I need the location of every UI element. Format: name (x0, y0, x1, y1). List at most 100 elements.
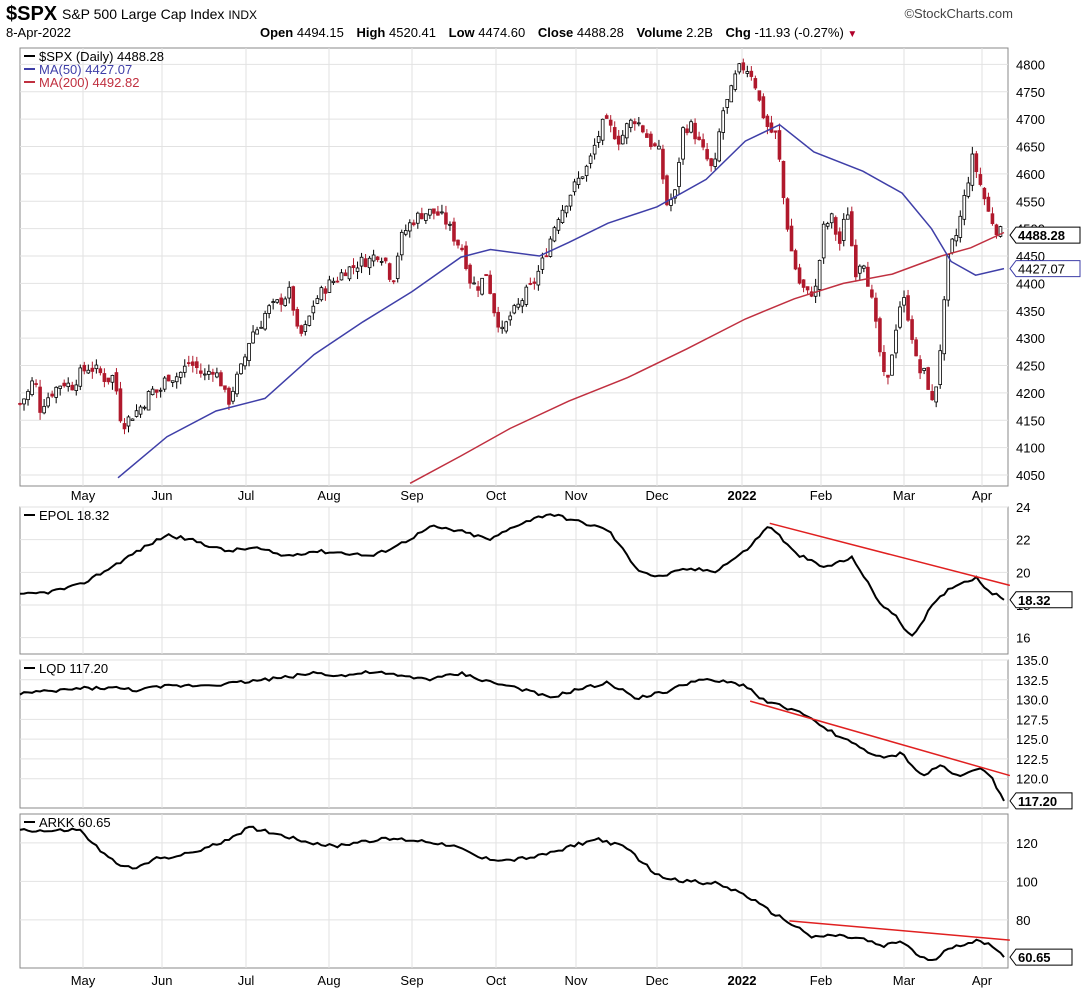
candle-body (440, 211, 444, 214)
y-tick-label: 16 (1016, 631, 1030, 646)
ma200-line (409, 231, 1005, 484)
candle-body (347, 266, 352, 280)
candle-body (721, 110, 726, 133)
candle-body (391, 280, 396, 283)
x-tick-label: Sep (400, 973, 423, 988)
candle-body (886, 374, 890, 378)
candle-body (817, 259, 822, 290)
candle-body (978, 174, 983, 185)
candle-body (524, 286, 529, 305)
candle-body (331, 280, 336, 283)
price-callout-label: 60.65 (1018, 950, 1051, 965)
candle-body (480, 277, 484, 295)
open-value: 4494.15 (296, 25, 344, 40)
y-tick-label: 4350 (1016, 304, 1045, 319)
x-tick-label: Jul (238, 973, 255, 988)
panel-frame (19, 47, 1009, 487)
candle-body (874, 297, 878, 322)
price-line (19, 669, 1005, 802)
candle-body (966, 182, 971, 197)
candle-body (673, 189, 677, 199)
x-tick-label: Aug (317, 973, 340, 988)
candle-body (689, 121, 693, 133)
legend-label: ARKK 60.65 (39, 815, 111, 830)
candle-body (251, 331, 255, 344)
candle-body (38, 386, 42, 413)
candle-body (207, 370, 211, 375)
candle-body (930, 391, 934, 401)
candle-body (295, 309, 300, 327)
candle-body (126, 416, 131, 427)
candle-body (645, 133, 649, 138)
candle-body (395, 255, 400, 279)
candle-body (86, 369, 91, 374)
trendline (749, 700, 1011, 777)
candle-body (777, 130, 782, 160)
price-callout-label: 4427.07 (1018, 262, 1065, 277)
candle-body (203, 373, 207, 376)
candle-body (150, 388, 155, 396)
candle-body (821, 223, 826, 259)
candle-body (801, 279, 806, 288)
x-tick-label: Nov (564, 488, 588, 503)
candle-body (255, 329, 259, 335)
candle-body (367, 257, 372, 269)
candle-body (922, 367, 926, 371)
y-tick-label: 4100 (1016, 441, 1045, 456)
candle-body (432, 208, 436, 214)
candle-body (190, 361, 195, 366)
y-tick-label: 132.5 (1016, 673, 1049, 688)
candle-body (628, 119, 633, 128)
y-tick-label: 135.0 (1016, 653, 1049, 668)
candle-body (556, 219, 561, 231)
candle-body (22, 398, 26, 405)
candle-body (994, 224, 999, 236)
credit: ©StockCharts.com (904, 6, 1013, 21)
candle-body (154, 389, 159, 393)
candle-body (974, 153, 979, 173)
candle-body (488, 274, 492, 294)
candle-body (375, 256, 380, 261)
candle-body (504, 321, 509, 332)
candle-body (910, 319, 914, 340)
candle-body (797, 267, 802, 284)
candle-body (866, 266, 870, 287)
candle-body (516, 303, 521, 308)
candle-body (958, 215, 963, 238)
candle-body (649, 133, 653, 147)
volume-value: 2.2B (686, 25, 713, 40)
candle-body (492, 293, 496, 314)
candle-body (753, 78, 758, 89)
symbol: $SPX (6, 3, 58, 25)
candle-body (472, 282, 476, 285)
candle-body (906, 295, 910, 321)
index-name-text: S&P 500 Large Cap Index (62, 6, 225, 22)
candle-body (428, 208, 432, 216)
candle-body (407, 222, 412, 232)
x-tick-label: Jul (238, 488, 255, 503)
candle-body (685, 128, 689, 134)
candle-body (633, 121, 637, 125)
candle-body (773, 130, 778, 133)
candle-body (130, 418, 135, 421)
candle-body (403, 230, 408, 235)
candle-body (878, 318, 882, 353)
open-label: Open (260, 25, 294, 40)
candle-body (259, 326, 263, 329)
candle-body (612, 127, 617, 140)
candle-body (343, 272, 348, 277)
candle-body (894, 329, 898, 354)
candle-body (18, 403, 22, 405)
y-tick-label: 4250 (1016, 359, 1045, 374)
chart-header: $SPX S&P 500 Large Cap Index INDX ©Stock… (0, 0, 1091, 46)
candle-body (785, 198, 790, 230)
candle-body (990, 213, 995, 225)
candle-body (231, 390, 235, 402)
candle-body (858, 265, 862, 274)
candle-body (50, 393, 54, 397)
candle-body (833, 217, 838, 235)
candle-body (942, 299, 947, 355)
candle-body (946, 254, 951, 301)
candle-body (572, 181, 577, 193)
candle-body (468, 264, 472, 284)
